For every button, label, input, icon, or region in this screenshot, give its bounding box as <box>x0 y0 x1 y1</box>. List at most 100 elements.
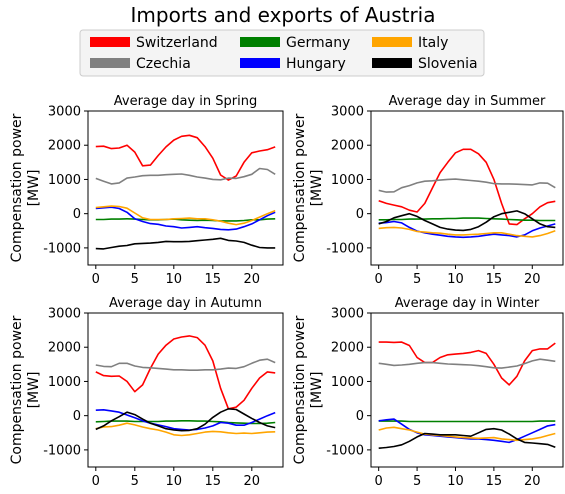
y-tick-label: 1000 <box>331 173 364 188</box>
chart-average-day-in-winter: 0 5 10 15 20 -1000 0 1000 2000 3000 Average day in… <box>292 296 564 489</box>
y-tick-label: -1000 <box>326 241 364 256</box>
legend-swatch <box>90 58 130 68</box>
x-tick-label: 10 <box>166 474 183 489</box>
legend-label: Italy <box>418 35 448 51</box>
series-line-switzerland <box>378 148 556 226</box>
x-tick-label: 5 <box>131 474 139 489</box>
y-tick-label: 1000 <box>48 173 81 188</box>
y-tick-label: 3000 <box>331 307 364 322</box>
series-group <box>378 148 556 239</box>
y-tick-label: 3000 <box>48 105 81 120</box>
legend-swatch <box>372 37 412 47</box>
y-tick-label: 0 <box>73 207 81 222</box>
series-line-switzerland <box>95 134 276 181</box>
x-tick-label: 15 <box>205 272 222 287</box>
series-line-germany <box>95 218 276 222</box>
y-tick-label: 3000 <box>48 307 81 322</box>
y-tick-label: 2000 <box>48 341 81 356</box>
subplot-title: Average day in Summer <box>389 94 546 109</box>
plot-frame <box>370 110 564 266</box>
series-line-slovenia <box>378 210 556 232</box>
legend-label: Switzerland <box>136 35 218 51</box>
y-tick-label: 0 <box>73 409 81 424</box>
legend-swatch <box>90 37 130 47</box>
chart-average-day-in-spring: 0 5 10 15 20 -1000 0 1000 2000 3000 Average day in… <box>9 94 284 287</box>
y-tick-label: -1000 <box>43 241 81 256</box>
x-tick-label: 0 <box>92 474 100 489</box>
x-tick-label: 15 <box>486 474 503 489</box>
series-group <box>378 341 556 449</box>
series-line-switzerland <box>378 341 556 386</box>
series-line-italy <box>95 422 276 437</box>
legend-swatch <box>240 58 280 68</box>
x-tick-label: 20 <box>524 474 541 489</box>
series-line-slovenia <box>95 237 276 250</box>
legend-swatch <box>240 37 280 47</box>
legend-item-germany: Germany <box>240 35 350 51</box>
series-line-italy <box>378 226 556 238</box>
legend-item-hungary: Hungary <box>240 56 346 72</box>
legend-swatch <box>372 58 412 68</box>
y-tick-label: 2000 <box>331 341 364 356</box>
series-line-hungary <box>378 220 556 239</box>
y-tick-label: 0 <box>356 409 364 424</box>
series-line-germany <box>95 419 276 425</box>
series-line-italy <box>378 426 556 442</box>
y-axis-label: Compensation power[MW] <box>292 113 325 262</box>
subplot-title: Average day in Spring <box>114 94 258 109</box>
legend-item-italy: Italy <box>372 35 448 51</box>
x-tick-label: 10 <box>447 474 464 489</box>
legend: Switzerland Germany Italy Czechia Hungary Slo… <box>79 29 485 77</box>
legend-label: Czechia <box>136 56 191 72</box>
x-tick-label: 15 <box>486 272 503 287</box>
x-tick-label: 20 <box>244 272 261 287</box>
x-tick-label: 15 <box>205 474 222 489</box>
x-tick-label: 5 <box>413 272 421 287</box>
y-tick-label: 2000 <box>331 139 364 154</box>
y-tick-label: 1000 <box>48 375 81 390</box>
y-tick-label: 0 <box>356 207 364 222</box>
x-tick-label: 5 <box>131 272 139 287</box>
x-tick-label: 0 <box>375 474 383 489</box>
plot-frame <box>370 312 564 468</box>
series-line-switzerland <box>95 335 276 410</box>
y-tick-label: -1000 <box>326 443 364 458</box>
legend-label: Hungary <box>286 56 346 72</box>
legend-label: Slovenia <box>418 56 478 72</box>
y-tick-label: 3000 <box>331 105 364 120</box>
subplot-title: Average day in Autumn <box>109 296 262 311</box>
x-tick-label: 5 <box>413 474 421 489</box>
x-tick-label: 20 <box>524 272 541 287</box>
legend-item-switzerland: Switzerland <box>90 35 218 51</box>
legend-item-slovenia: Slovenia <box>372 56 478 72</box>
series-line-czechia <box>378 178 556 193</box>
series-line-slovenia <box>378 427 556 449</box>
x-tick-label: 0 <box>92 272 100 287</box>
series-group <box>95 134 276 250</box>
series-line-hungary <box>95 408 276 431</box>
legend-label: Germany <box>286 35 350 51</box>
y-axis-label: Compensation power[MW] <box>292 315 325 464</box>
series-line-hungary <box>378 418 556 444</box>
y-axis-label: Compensation power[MW] <box>9 113 42 262</box>
y-tick-label: 1000 <box>331 375 364 390</box>
plot-frame <box>87 110 284 266</box>
y-tick-label: -1000 <box>43 443 81 458</box>
series-line-czechia <box>95 167 276 185</box>
x-tick-label: 0 <box>375 272 383 287</box>
series-line-germany <box>378 217 556 222</box>
figure-title: Imports and exports of Austria <box>131 3 436 27</box>
series-line-hungary <box>95 206 276 231</box>
series-line-czechia <box>95 358 276 372</box>
legend-item-czechia: Czechia <box>90 56 191 72</box>
subplot-title: Average day in Winter <box>395 296 540 311</box>
x-tick-label: 10 <box>447 272 464 287</box>
series-group <box>95 335 276 437</box>
series-line-italy <box>95 205 276 226</box>
y-tick-label: 2000 <box>48 139 81 154</box>
chart-average-day-in-autumn: 0 5 10 15 20 -1000 0 1000 2000 3000 Average day in… <box>9 296 284 489</box>
x-tick-label: 10 <box>166 272 183 287</box>
plot-frame <box>87 312 284 468</box>
